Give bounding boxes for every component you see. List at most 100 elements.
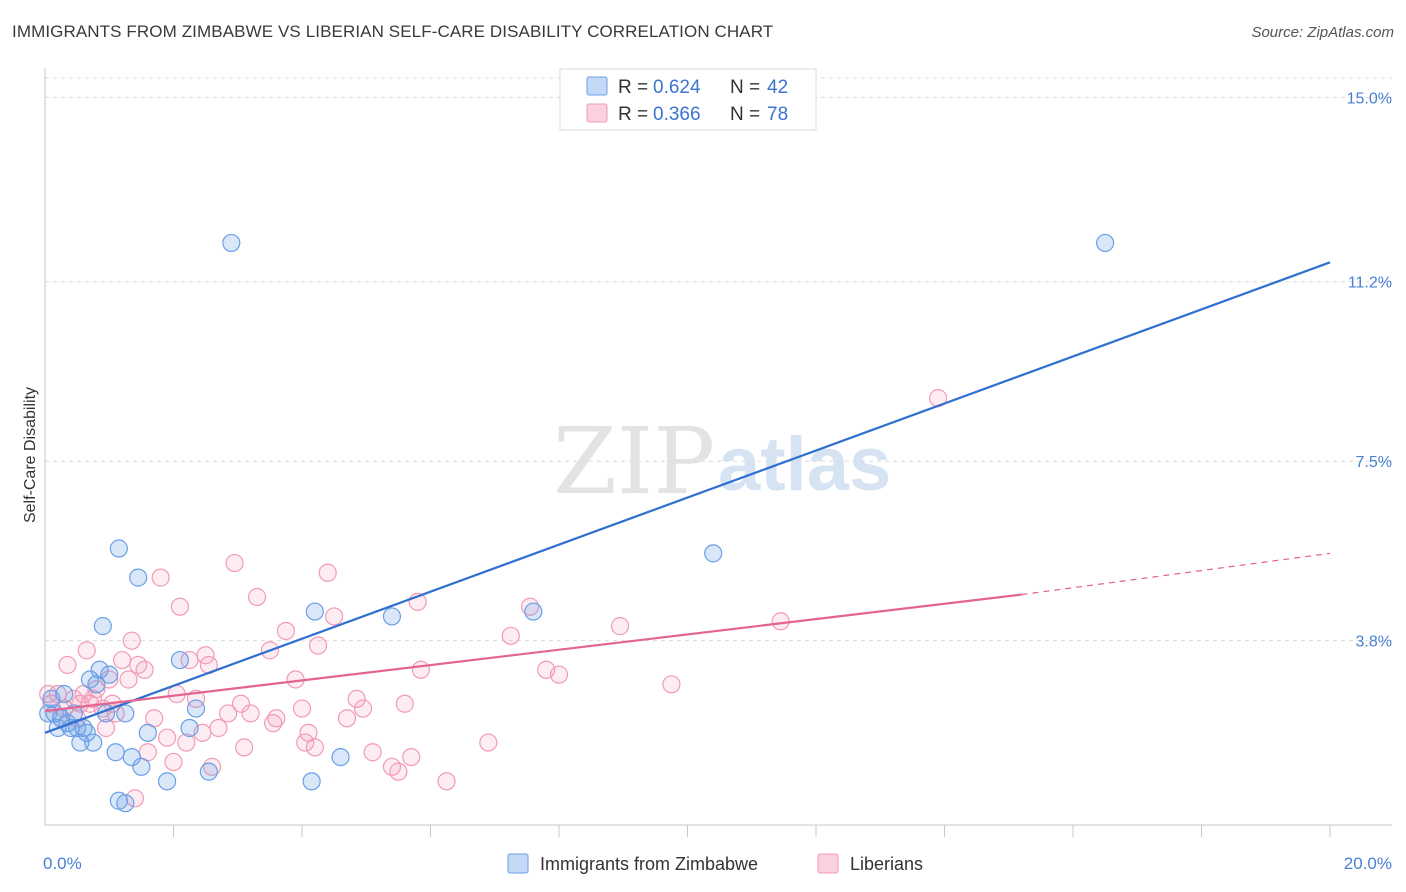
- trend-lines: [44, 261, 1331, 734]
- zimbabwe-point: [305, 602, 324, 621]
- watermark-zip: ZIP: [553, 408, 715, 515]
- chart-title: IMMIGRANTS FROM ZIMBABWE VS LIBERIAN SEL…: [12, 22, 774, 41]
- bottom-legend-swatch-liberians: [817, 853, 839, 874]
- legend-n-label-zimbabwe: N =: [730, 77, 760, 98]
- zimbabwe-point: [331, 747, 350, 767]
- liberians-point: [267, 709, 286, 728]
- liberians-point: [479, 733, 498, 752]
- legend-swatch-zimbabwe: [586, 76, 608, 96]
- x-tick-label-max: 20.0%: [1344, 854, 1392, 873]
- liberians-point: [235, 738, 254, 757]
- liberians-point: [87, 680, 106, 699]
- liberians-point: [202, 757, 222, 776]
- liberians-point: [771, 612, 790, 631]
- liberians-point: [209, 718, 228, 738]
- liberians-point: [437, 772, 456, 791]
- zimbabwe-point: [524, 602, 543, 621]
- liberians-point: [196, 646, 215, 665]
- bottom-legend: Immigrants from Zimbabwe Liberians: [507, 853, 923, 874]
- zimbabwe-point: [55, 684, 74, 704]
- zimbabwe-point: [109, 539, 128, 558]
- zimbabwe-point: [157, 772, 177, 791]
- zimbabwe-point: [77, 723, 96, 742]
- liberians-point: [58, 655, 77, 675]
- liberians-point: [353, 699, 373, 718]
- liberians-point: [292, 699, 312, 718]
- zimbabwe-point: [100, 665, 119, 684]
- zimbabwe-point: [132, 757, 151, 776]
- liberians-point: [119, 670, 138, 689]
- liberians-point: [219, 704, 238, 723]
- legend-r-label-liberians: R =: [618, 104, 648, 125]
- zimbabwe-point: [302, 772, 321, 791]
- y-tick-label: 11.2%: [1348, 275, 1392, 292]
- liberians-point: [135, 660, 154, 679]
- liberians-point: [337, 709, 357, 728]
- liberians-point: [411, 660, 430, 679]
- zimbabwe-point: [116, 794, 135, 813]
- legend-n-label-liberians: N =: [730, 104, 760, 125]
- liberians-point: [347, 689, 366, 708]
- zimbabwe-point: [1096, 233, 1115, 253]
- liberians-point: [122, 631, 141, 650]
- liberians-point: [177, 733, 196, 752]
- y-tick-label: 15.0%: [1347, 90, 1392, 107]
- liberians-point: [501, 626, 520, 645]
- liberians-point: [305, 738, 324, 757]
- bottom-legend-swatch-zimbabwe: [507, 853, 529, 874]
- watermark-atlas: atlas: [718, 422, 891, 507]
- zimbabwe-point: [116, 704, 135, 723]
- y-tick-labels: 3.8% 7.5% 11.2% 15.0%: [1347, 90, 1392, 650]
- liberians-point: [363, 743, 382, 762]
- zimbabwe-point: [122, 747, 141, 767]
- liberians-point: [296, 733, 315, 752]
- zimbabwe-point: [39, 704, 58, 723]
- liberians-point: [164, 752, 183, 772]
- liberians-point: [77, 641, 96, 660]
- zimbabwe-point: [129, 568, 148, 587]
- zimbabwe-points: [39, 233, 1115, 813]
- liberians-point: [231, 694, 251, 713]
- liberians-point: [241, 704, 260, 723]
- liberians-point: [157, 728, 177, 747]
- liberians-point: [96, 718, 116, 738]
- x-tick-label-min: 0.0%: [43, 854, 82, 873]
- liberians-point: [186, 689, 206, 708]
- zimbabwe-point: [90, 660, 109, 679]
- zimbabwe-point: [93, 617, 112, 636]
- legend-n-value-zimbabwe: 42: [767, 77, 788, 98]
- bottom-legend-label-zimbabwe: Immigrants from Zimbabwe: [540, 854, 758, 874]
- source-label: Source: ZipAtlas.com: [1251, 24, 1394, 41]
- zimbabwe-trend-line: [44, 261, 1331, 734]
- liberians-point: [308, 636, 328, 655]
- liberians-point: [395, 694, 414, 713]
- zimbabwe-point: [106, 743, 125, 762]
- liberians-point: [520, 597, 540, 616]
- zimbabwe-point: [382, 607, 402, 626]
- liberians-point: [39, 684, 58, 704]
- zimbabwe-point: [180, 718, 199, 738]
- liberians-point: [263, 714, 283, 733]
- legend: R = 0.624 N = 42 R = 0.366 N = 78: [559, 68, 817, 131]
- bottom-legend-label-liberians: Liberians: [850, 854, 923, 874]
- liberians-point: [318, 563, 337, 582]
- zimbabwe-point: [222, 233, 241, 253]
- liberians-point: [225, 553, 244, 573]
- liberians-point: [112, 650, 132, 670]
- liberians-trend-line: [44, 593, 1022, 713]
- liberians-point: [662, 675, 681, 694]
- liberians-point: [276, 621, 296, 641]
- zimbabwe-point: [704, 544, 723, 563]
- zimbabwe-point: [87, 675, 106, 694]
- zimbabwe-point: [199, 762, 218, 781]
- legend-swatch-liberians: [586, 103, 608, 123]
- liberians-point: [170, 597, 190, 616]
- legend-r-label-zimbabwe: R =: [618, 77, 648, 98]
- zimbabwe-point: [71, 733, 90, 752]
- y-axis-title: Self-Care Disability: [22, 387, 39, 523]
- legend-n-value-liberians: 78: [767, 104, 788, 125]
- zimbabwe-point: [84, 733, 103, 752]
- liberians-point: [402, 747, 421, 767]
- liberians-point: [151, 568, 170, 587]
